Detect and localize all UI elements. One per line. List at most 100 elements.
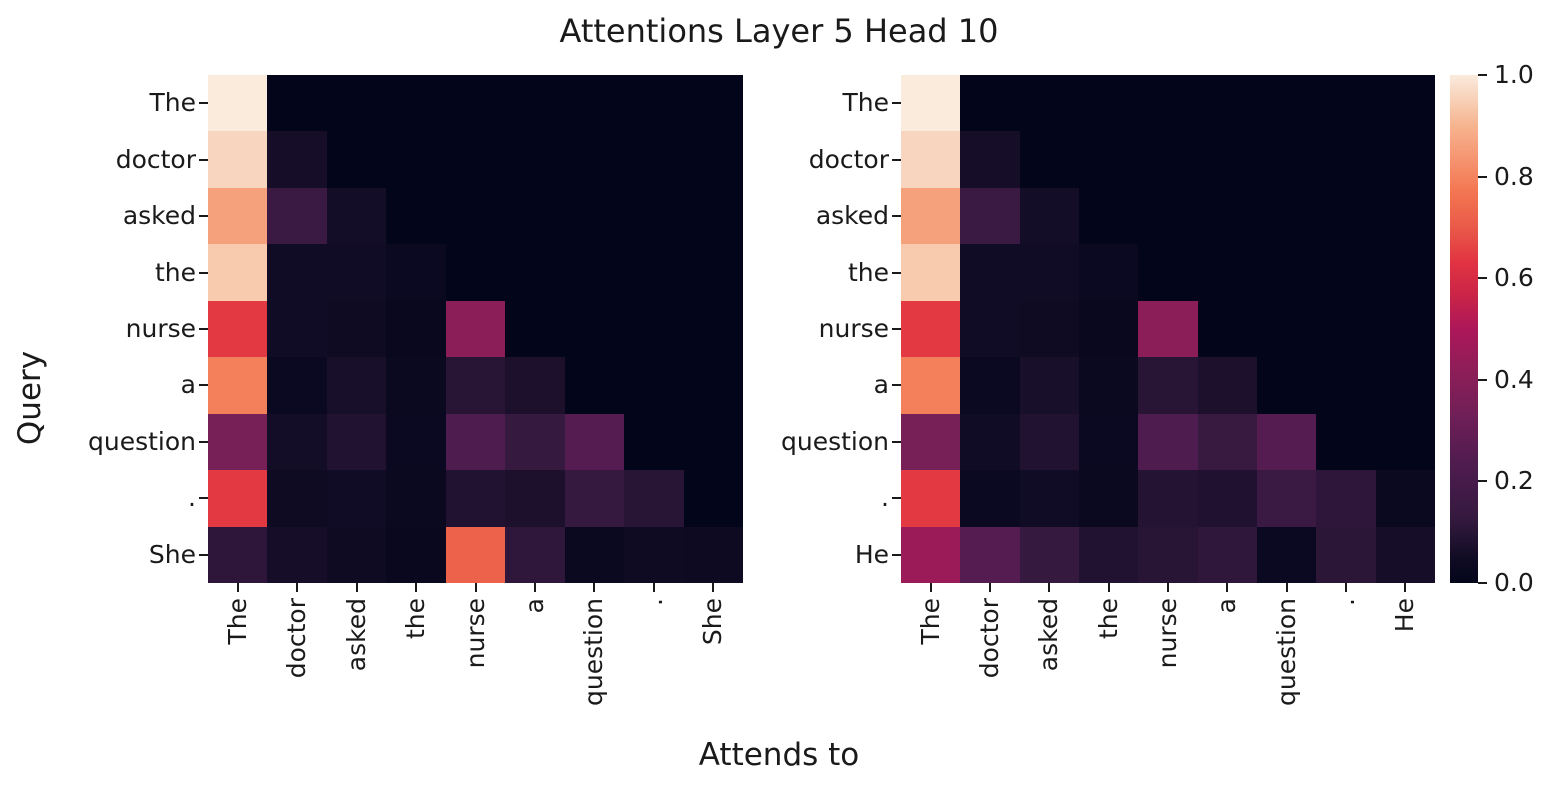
heatmap-cell: [326, 187, 387, 245]
x-tick-label: nurse: [1153, 598, 1182, 669]
heatmap-cell: [208, 526, 268, 583]
heatmap-cell: [624, 413, 684, 471]
heatmap-cell: [960, 470, 1020, 527]
heatmap-cell: [1375, 357, 1435, 414]
colorbar-tick-mark: [1478, 480, 1487, 483]
heatmap-cell: [326, 470, 387, 527]
x-tick-mark: [533, 583, 536, 592]
heatmap-cell: [624, 357, 684, 414]
heatmap-cell: [564, 75, 625, 132]
heatmap-cell: [1197, 470, 1257, 527]
heatmap-cell: [1078, 470, 1139, 527]
y-tick-mark: [199, 271, 208, 274]
heatmap-cell: [505, 470, 565, 527]
heatmap-cell: [901, 413, 961, 471]
heatmap-cell: [386, 526, 446, 583]
heatmap-cell: [386, 131, 446, 188]
heatmap-cell: [208, 470, 268, 527]
x-tick-mark: [236, 583, 239, 592]
heatmap-cell: [267, 187, 327, 245]
heatmap-cell: [1375, 526, 1435, 583]
heatmap-cell: [1197, 244, 1257, 301]
heatmap-cell: [1138, 470, 1198, 527]
heatmap-cell: [1078, 413, 1139, 471]
x-tick-mark: [593, 583, 596, 592]
heatmap-cell: [1375, 75, 1435, 132]
heatmap-cell: [1256, 526, 1317, 583]
heatmap-cell: [960, 413, 1020, 471]
heatmap-cell: [1078, 187, 1139, 245]
heatmap-cell: [1256, 187, 1317, 245]
heatmap-cell: [1138, 244, 1198, 301]
heatmap-cell: [267, 357, 327, 414]
heatmap-cell: [960, 131, 1020, 188]
x-tick-label: doctor: [282, 598, 312, 679]
x-tick-label: a: [519, 598, 549, 614]
heatmap-cell: [1078, 357, 1139, 414]
y-tick-label: a: [873, 370, 889, 400]
y-tick-label: asked: [815, 201, 889, 231]
heatmap-cell: [267, 526, 327, 583]
heatmap-cell: [267, 470, 327, 527]
y-tick-mark: [199, 102, 208, 105]
heatmap-cell: [1316, 131, 1376, 188]
heatmap-cell: [901, 244, 961, 301]
y-tick-label: The: [842, 88, 890, 118]
x-tick-mark: [355, 583, 358, 592]
x-tick-label: The: [915, 598, 945, 645]
heatmap-cell: [1256, 357, 1317, 414]
heatmap-cell: [624, 526, 684, 583]
x-tick-label: question: [579, 598, 609, 707]
heatmap-cell: [208, 75, 268, 132]
heatmap-cell: [683, 470, 743, 527]
y-tick-label: the: [847, 257, 889, 287]
heatmap-cell: [445, 244, 506, 301]
heatmap-cell: [1197, 300, 1257, 358]
x-tick-label: The: [222, 598, 252, 645]
heatmap-cell: [208, 131, 268, 188]
y-tick-label: asked: [122, 201, 196, 231]
heatmap-cell: [901, 75, 961, 132]
x-tick-label: asked: [1034, 598, 1064, 672]
heatmap-cell: [1197, 413, 1257, 471]
heatmap-cell: [1138, 526, 1198, 583]
heatmap-cell: [326, 75, 387, 132]
heatmap-cell: [960, 300, 1020, 358]
figure-title: Attentions Layer 5 Head 10: [559, 12, 999, 50]
heatmap-cell: [901, 357, 961, 414]
heatmap-cell: [1078, 526, 1139, 583]
heatmap-cell: [1375, 131, 1435, 188]
heatmap-cell: [326, 357, 387, 414]
heatmap-cell: [683, 526, 743, 583]
heatmap-cell: [683, 131, 743, 188]
heatmap-cell: [564, 413, 625, 471]
heatmap-cell: [445, 187, 506, 245]
heatmap-cell: [1316, 244, 1376, 301]
y-tick-label: .: [188, 483, 196, 513]
x-tick-mark: [1167, 583, 1169, 592]
y-tick-label: She: [148, 539, 196, 569]
y-tick-mark: [199, 215, 208, 218]
heatmap-she: [208, 75, 743, 583]
y-tick-mark: [199, 553, 208, 556]
y-tick-mark: [199, 328, 208, 330]
heatmap-cell: [901, 470, 961, 527]
heatmap-cell: [683, 187, 743, 245]
heatmap-cell: [505, 357, 565, 414]
heatmap-cell: [901, 187, 961, 245]
heatmap-he: [901, 75, 1435, 583]
heatmap-cell: [208, 187, 268, 245]
heatmap-cell: [901, 131, 961, 188]
heatmap-cell: [1316, 187, 1376, 245]
y-tick-mark: [892, 497, 901, 500]
heatmap-cell: [1138, 75, 1198, 132]
heatmap-cell: [1316, 75, 1376, 132]
x-tick-mark: [929, 583, 932, 592]
heatmap-cell: [208, 244, 268, 301]
heatmap-cell: [1138, 131, 1198, 188]
y-tick-label: question: [780, 426, 889, 456]
heatmap-cell: [1256, 470, 1317, 527]
heatmap-cell: [1316, 470, 1376, 527]
x-tick-label: He: [1390, 598, 1420, 633]
heatmap-cell: [1197, 526, 1257, 583]
